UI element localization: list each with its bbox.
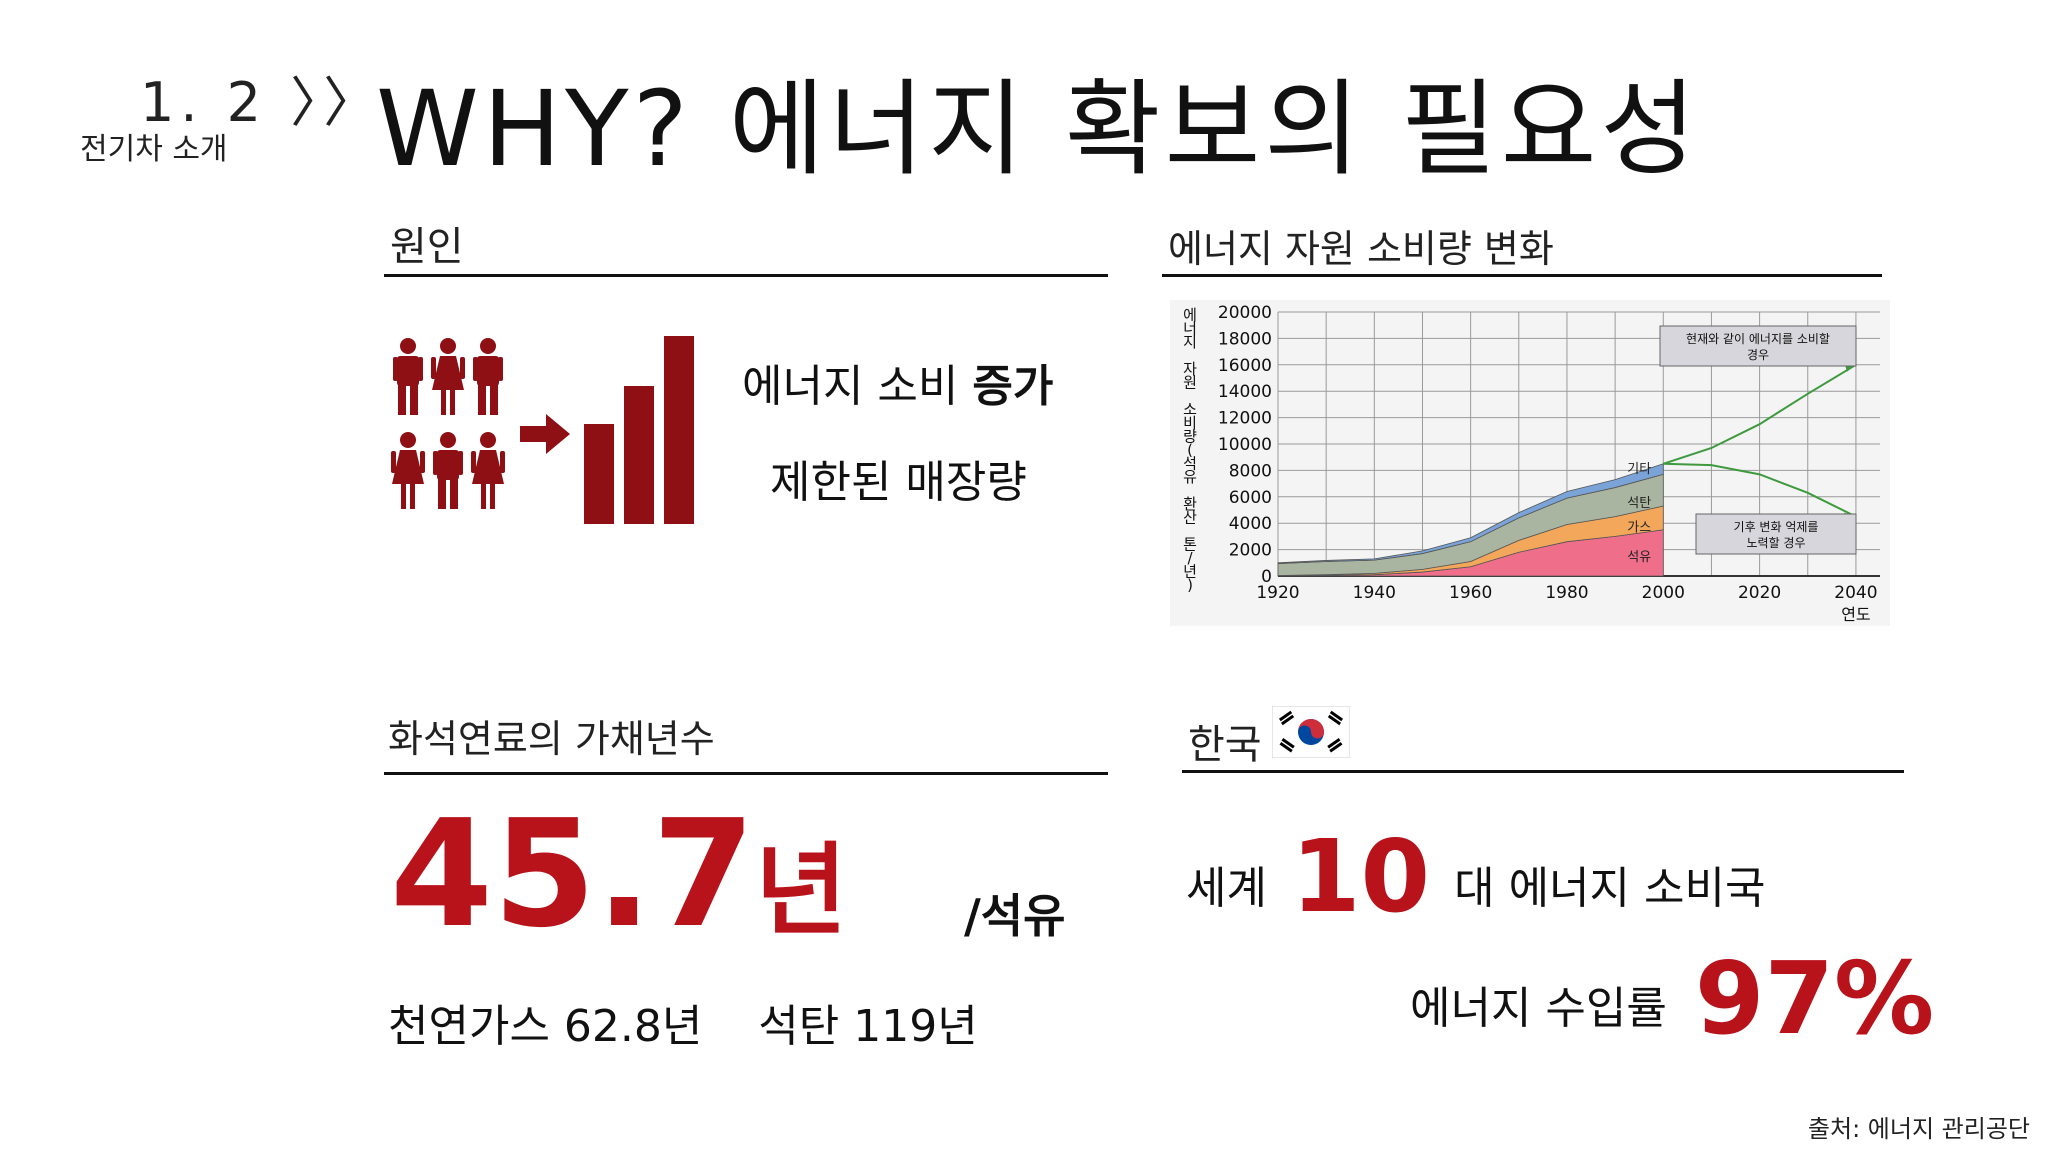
korea-flag-icon bbox=[1272, 706, 1350, 758]
x-tick-label: 1920 bbox=[1256, 583, 1299, 603]
y-tick-label: 10000 bbox=[1218, 435, 1272, 455]
series-label: 가스 bbox=[1627, 521, 1651, 536]
y-tick-label: 4000 bbox=[1229, 514, 1272, 534]
x-tick-label: 2000 bbox=[1642, 583, 1685, 603]
projection-label: 현재와 같이 에너지를 소비할 bbox=[1686, 332, 1830, 346]
cause-consumption-text: 에너지 소비 증가 bbox=[742, 361, 1054, 412]
cause-heading: 원인 bbox=[390, 224, 464, 270]
korea-heading: 한국 bbox=[1188, 722, 1262, 768]
projection-line bbox=[1662, 363, 1857, 465]
y-tick-label: 18000 bbox=[1218, 329, 1272, 349]
y-tick-label: 2000 bbox=[1229, 541, 1272, 561]
chart-y-ticks: 0 2000 4000 6000 8000 10000 12000 14000 16000 180… bbox=[1218, 303, 1272, 587]
import-rate-text: 에너지 수입률 97% bbox=[1410, 940, 1935, 1057]
projection-label-box bbox=[1659, 325, 1857, 367]
projection-label: 경우 bbox=[1747, 348, 1769, 362]
y-tick-label: 16000 bbox=[1218, 356, 1272, 376]
projection-label: 기후 변화 억제를 bbox=[1734, 520, 1819, 534]
energy-consumption-chart: 0 2000 4000 6000 8000 10000 12000 14000 16000 180… bbox=[1170, 300, 1890, 626]
x-tick-label: 1960 bbox=[1449, 583, 1492, 603]
series-label: 석탄 bbox=[1627, 496, 1651, 511]
series-label: 기타 bbox=[1627, 462, 1651, 477]
cause-divider bbox=[384, 274, 1108, 277]
fossil-heading: 화석연료의 가채년수 bbox=[388, 717, 715, 761]
projection-label-box bbox=[1695, 513, 1857, 555]
x-tick-label: 1980 bbox=[1545, 583, 1588, 603]
series-label: 석유 bbox=[1627, 550, 1651, 565]
y-tick-label: 12000 bbox=[1218, 409, 1272, 429]
population-growth-icon bbox=[391, 336, 694, 524]
x-axis-label: 연도 bbox=[1841, 605, 1870, 624]
other-reserves-text: 천연가스 62.8년 석탄 119년 bbox=[388, 1001, 978, 1052]
korea-divider bbox=[1182, 770, 1904, 773]
oil-years-value: 45.7년 bbox=[390, 788, 848, 960]
cause-reserve-text: 제한된 매장량 bbox=[770, 457, 1027, 508]
projection-line bbox=[1663, 462, 1857, 518]
y-tick-label: 6000 bbox=[1229, 488, 1272, 508]
page-title: WHY? 에너지 확보의 필요성 bbox=[376, 68, 1701, 190]
x-tick-label: 2040 bbox=[1834, 583, 1877, 603]
projection-label: 노력할 경우 bbox=[1746, 536, 1805, 550]
chart-heading: 에너지 자원 소비량 변화 bbox=[1168, 227, 1554, 271]
chart-x-ticks: 1920 1940 1960 1980 2000 2020 2040 연도 bbox=[1256, 583, 1877, 624]
y-tick-label: 20000 bbox=[1218, 303, 1272, 323]
x-tick-label: 2020 bbox=[1738, 583, 1781, 603]
chart-divider bbox=[1162, 274, 1882, 277]
fossil-divider bbox=[384, 772, 1108, 775]
chart-areas bbox=[1277, 463, 1664, 577]
y-tick-label: 0 bbox=[1261, 567, 1272, 587]
y-tick-label: 8000 bbox=[1229, 461, 1272, 481]
y-tick-label: 14000 bbox=[1218, 382, 1272, 402]
section-number: 1. 2 〉〉 bbox=[140, 71, 384, 134]
world-rank-text: 세계 10 대 에너지 소비국 bbox=[1186, 818, 1766, 935]
source-note: 출처: 에너지 관리공단 bbox=[1807, 1115, 2030, 1143]
oil-label: /석유 bbox=[964, 889, 1066, 943]
section-name: 전기차 소개 bbox=[80, 132, 228, 167]
x-tick-label: 1940 bbox=[1353, 583, 1396, 603]
